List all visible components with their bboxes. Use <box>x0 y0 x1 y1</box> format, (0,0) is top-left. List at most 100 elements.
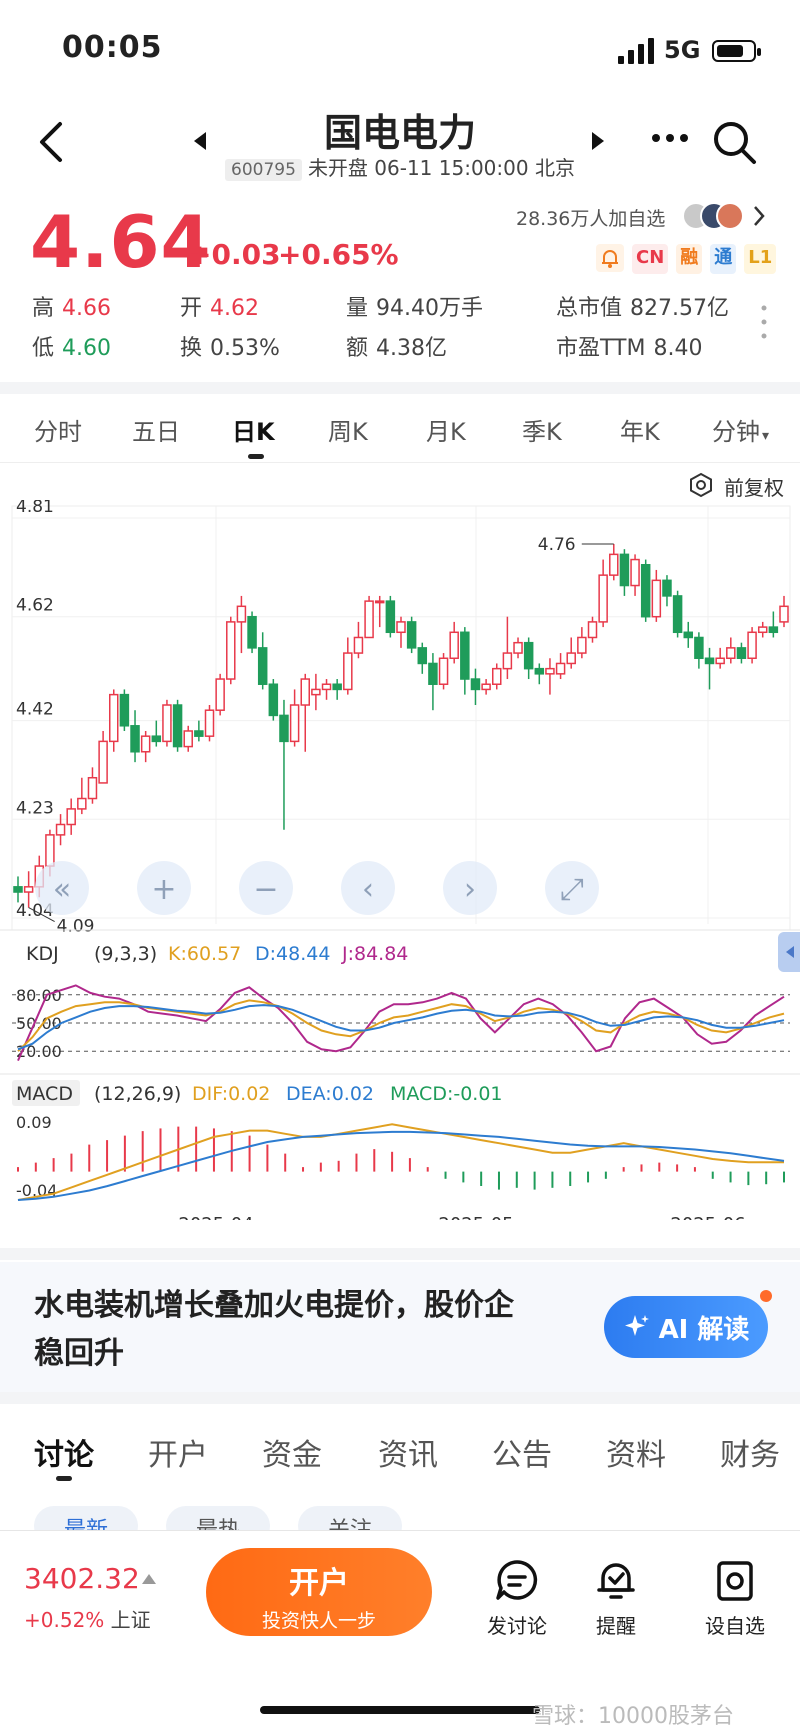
back-arrow-icon[interactable] <box>32 118 72 166</box>
tab-quarterly-k[interactable]: 季K <box>522 418 562 446</box>
zoom-in-button[interactable]: + <box>137 861 191 915</box>
news-headline[interactable]: 水电装机增长叠加火电提价，股价企稳回升 <box>34 1288 514 1371</box>
tab-intraday[interactable]: 分时 <box>34 418 82 446</box>
candle-body <box>364 600 374 639</box>
tab-minute[interactable]: 分钟 ▾ <box>712 412 769 447</box>
home-indicator[interactable] <box>260 1706 540 1714</box>
candle-body <box>226 621 236 680</box>
price-tick-label: 4.42 <box>16 700 54 720</box>
kdj-j-value: J:84.84 <box>341 943 408 965</box>
tab-open-account[interactable]: 开户 <box>148 1438 208 1473</box>
candle-body <box>417 647 428 665</box>
candle-body <box>683 631 693 639</box>
candle-body <box>45 834 55 867</box>
candle-body <box>172 704 183 748</box>
chevron-right-icon[interactable] <box>752 204 766 228</box>
candle-body <box>289 704 300 743</box>
search-icon[interactable] <box>710 118 758 166</box>
open-account-button[interactable]: 开户 投资快人一步 <box>206 1548 432 1636</box>
stat-turnover-value: 0.53% <box>210 336 280 361</box>
kdj-params: (9,3,3) <box>94 943 157 965</box>
stat-amount-value: 4.38亿 <box>376 336 448 361</box>
tab-yearly-k[interactable]: 年K <box>620 418 660 446</box>
fullscreen-icon: ⤢ <box>560 872 584 907</box>
stat-low: 低 4.60 <box>32 330 111 362</box>
kline-chart[interactable]: 4.814.624.424.234.044.764.09«+−‹›⤢KDJ(9,… <box>0 500 800 1220</box>
zoom-out-button[interactable]: − <box>239 861 293 915</box>
battery-icon <box>712 40 761 62</box>
macd-label: MACD <box>16 1083 73 1105</box>
stat-amount-label: 额 <box>346 336 369 361</box>
kdj-label: KDJ <box>26 943 59 965</box>
control-button-bg <box>137 861 191 915</box>
badge-cn: CN <box>632 244 669 274</box>
tab-news[interactable]: 资讯 <box>378 1438 438 1473</box>
post-discussion-label: 发讨论 <box>487 1614 547 1638</box>
reminder-label: 提醒 <box>596 1614 636 1638</box>
watchers-count[interactable]: 28.36万人加自选 <box>516 208 666 230</box>
candle-body <box>23 886 34 893</box>
tab-financials[interactable]: 财务 <box>720 1438 780 1473</box>
chart-tabs: 分时 五日 日K 周K 月K 季K 年K 分钟 ▾ <box>0 394 800 464</box>
x-tick-label: 2025-05 <box>438 1214 513 1220</box>
tab-announcements[interactable]: 公告 <box>492 1438 552 1473</box>
control-button-bg <box>239 861 293 915</box>
candle-body <box>502 652 513 670</box>
add-watchlist-icon <box>717 1561 753 1601</box>
candle-body <box>151 735 162 743</box>
tab-discussion[interactable]: 讨论 <box>34 1438 94 1473</box>
candle-body <box>162 704 172 743</box>
avatars-icon[interactable] <box>682 200 744 232</box>
candle-body <box>374 600 385 604</box>
active-tab-indicator <box>248 454 264 459</box>
tab-monthly-k[interactable]: 月K <box>426 418 466 446</box>
badge-row: CN 融 通 L1 <box>596 244 777 274</box>
price-adjust-label[interactable]: 前复权 <box>724 476 784 500</box>
expand-stats-icon[interactable] <box>760 304 768 340</box>
signal-icon <box>618 38 654 64</box>
fullscreen-button[interactable]: ⤢ <box>545 861 599 915</box>
add-watchlist-button[interactable]: 设自选 <box>690 1556 780 1639</box>
tab-profile[interactable]: 资料 <box>606 1438 666 1473</box>
candle-body <box>768 626 779 634</box>
ai-analysis-button[interactable]: AI 解读 <box>604 1296 768 1358</box>
candle-body <box>257 647 268 685</box>
settings-hex-icon[interactable] <box>688 472 714 498</box>
kdj-tick-label: 80.00 <box>16 986 62 1005</box>
pan-right-button[interactable]: › <box>443 861 497 915</box>
candle-body <box>662 579 672 597</box>
index-name: 上证 <box>110 1608 151 1632</box>
rewind-button[interactable]: « <box>35 861 89 915</box>
candle-body <box>279 714 289 743</box>
index-value[interactable]: 3402.32 <box>24 1562 140 1595</box>
more-icon[interactable] <box>648 118 692 158</box>
badge-margin: 融 <box>676 244 703 274</box>
control-button-bg <box>341 861 395 915</box>
tab-daily-k[interactable]: 日K <box>232 418 275 446</box>
candle-body <box>385 600 396 634</box>
ai-analysis-label: AI 解读 <box>658 1314 750 1345</box>
candle-body <box>577 636 587 654</box>
kdj-j-line <box>17 984 785 1062</box>
pan-left-button[interactable]: ‹ <box>341 861 395 915</box>
candle-body <box>438 657 449 685</box>
index-change[interactable]: +0.52% 上证 <box>24 1604 151 1633</box>
post-discussion-button[interactable]: 发讨论 <box>462 1556 572 1639</box>
next-stock-icon[interactable] <box>592 132 604 150</box>
candle-body <box>109 693 119 743</box>
stat-pe: 市盈TTM 8.40 <box>556 330 702 362</box>
bell-icon[interactable] <box>596 244 624 272</box>
macd-hist-value: MACD:-0.01 <box>390 1083 503 1105</box>
reminder-button[interactable]: 提醒 <box>576 1556 656 1639</box>
candle-body <box>619 553 630 587</box>
candle-body <box>587 621 598 639</box>
candle-body <box>268 683 279 717</box>
tab-weekly-k[interactable]: 周K <box>328 418 368 446</box>
candle-body <box>236 605 247 623</box>
tab-5day[interactable]: 五日 <box>132 418 180 446</box>
tab-funds[interactable]: 资金 <box>262 1438 322 1473</box>
index-arrow-icon <box>142 1574 156 1584</box>
open-account-label: 开户 <box>289 1566 349 1601</box>
prev-stock-icon[interactable] <box>194 132 206 150</box>
candle-body <box>406 621 417 649</box>
